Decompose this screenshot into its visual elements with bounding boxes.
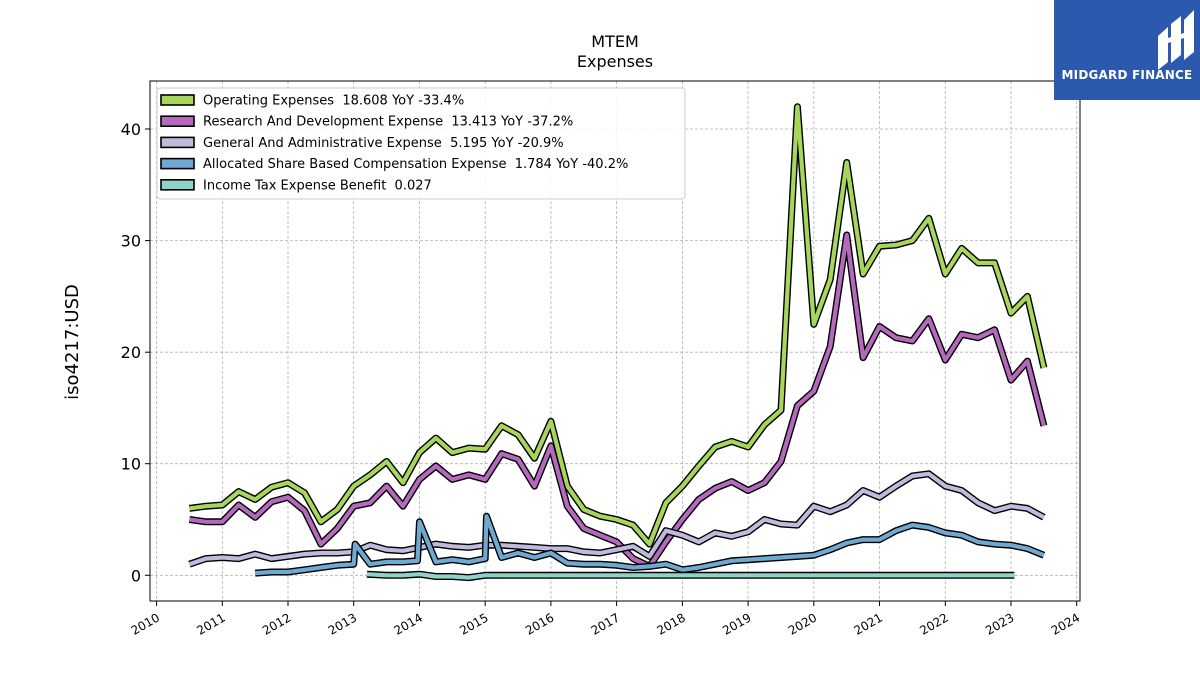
plot-lines bbox=[188, 103, 1048, 582]
series-line bbox=[188, 471, 1045, 567]
legend: Operating Expenses 18.608 YoY -33.4% Rese… bbox=[156, 87, 686, 200]
x-tick-label: 2017 bbox=[589, 610, 622, 637]
x-tick-label: 2012 bbox=[260, 610, 293, 637]
x-tick-label: 2020 bbox=[786, 610, 819, 637]
plot-frame bbox=[149, 80, 1081, 602]
x-tick-label: 2021 bbox=[852, 610, 885, 637]
x-tick-label: 2019 bbox=[720, 610, 753, 637]
series-line bbox=[255, 514, 1045, 576]
logo-mark-icon bbox=[1158, 10, 1194, 70]
chart-title: MTEM bbox=[591, 32, 639, 51]
legend-swatch bbox=[160, 94, 195, 106]
x-tick-label: 2016 bbox=[523, 610, 556, 637]
x-tick-label: 2013 bbox=[326, 610, 359, 637]
legend-label: Allocated Share Based Compensation Expen… bbox=[203, 157, 628, 172]
x-tick-label: 2015 bbox=[457, 610, 490, 637]
series-line bbox=[189, 104, 1046, 547]
legend-label: Operating Expenses 18.608 YoY -33.4% bbox=[203, 94, 464, 109]
y-tick-label: 40 bbox=[121, 120, 141, 139]
x-tick-label: 2014 bbox=[392, 610, 425, 637]
x-tick-label: 2023 bbox=[983, 610, 1016, 637]
y-axis-label: iso4217:USD bbox=[62, 284, 83, 400]
legend-label: Research And Development Expense 13.413 … bbox=[203, 115, 573, 130]
x-tick-label: 2024 bbox=[1049, 610, 1082, 637]
series-line bbox=[189, 232, 1046, 569]
legend-swatch bbox=[160, 157, 195, 170]
series-line bbox=[366, 572, 1015, 580]
y-tick-label: 10 bbox=[121, 455, 141, 474]
chart-subtitle: Expenses bbox=[577, 52, 653, 71]
y-tick-label: 20 bbox=[121, 343, 141, 362]
x-tick-label: 2022 bbox=[917, 610, 950, 637]
legend-label: General And Administrative Expense 5.195… bbox=[203, 136, 564, 151]
legend-label: Income Tax Expense Benefit 0.027 bbox=[203, 178, 432, 193]
legend-swatch bbox=[160, 179, 195, 191]
y-tick-label: 0 bbox=[131, 566, 141, 585]
legend-box bbox=[156, 87, 686, 200]
y-tick-label: 30 bbox=[121, 232, 141, 251]
x-tick-label: 2011 bbox=[194, 610, 227, 637]
x-tick-label: 2018 bbox=[654, 610, 687, 637]
x-tick-label: 2010 bbox=[129, 610, 162, 637]
midgard-finance-logo: MIDGARD FINANCE bbox=[1054, 0, 1200, 100]
legend-swatch bbox=[160, 115, 195, 127]
logo-text: MIDGARD FINANCE bbox=[1061, 68, 1193, 82]
legend-swatch bbox=[160, 136, 195, 149]
